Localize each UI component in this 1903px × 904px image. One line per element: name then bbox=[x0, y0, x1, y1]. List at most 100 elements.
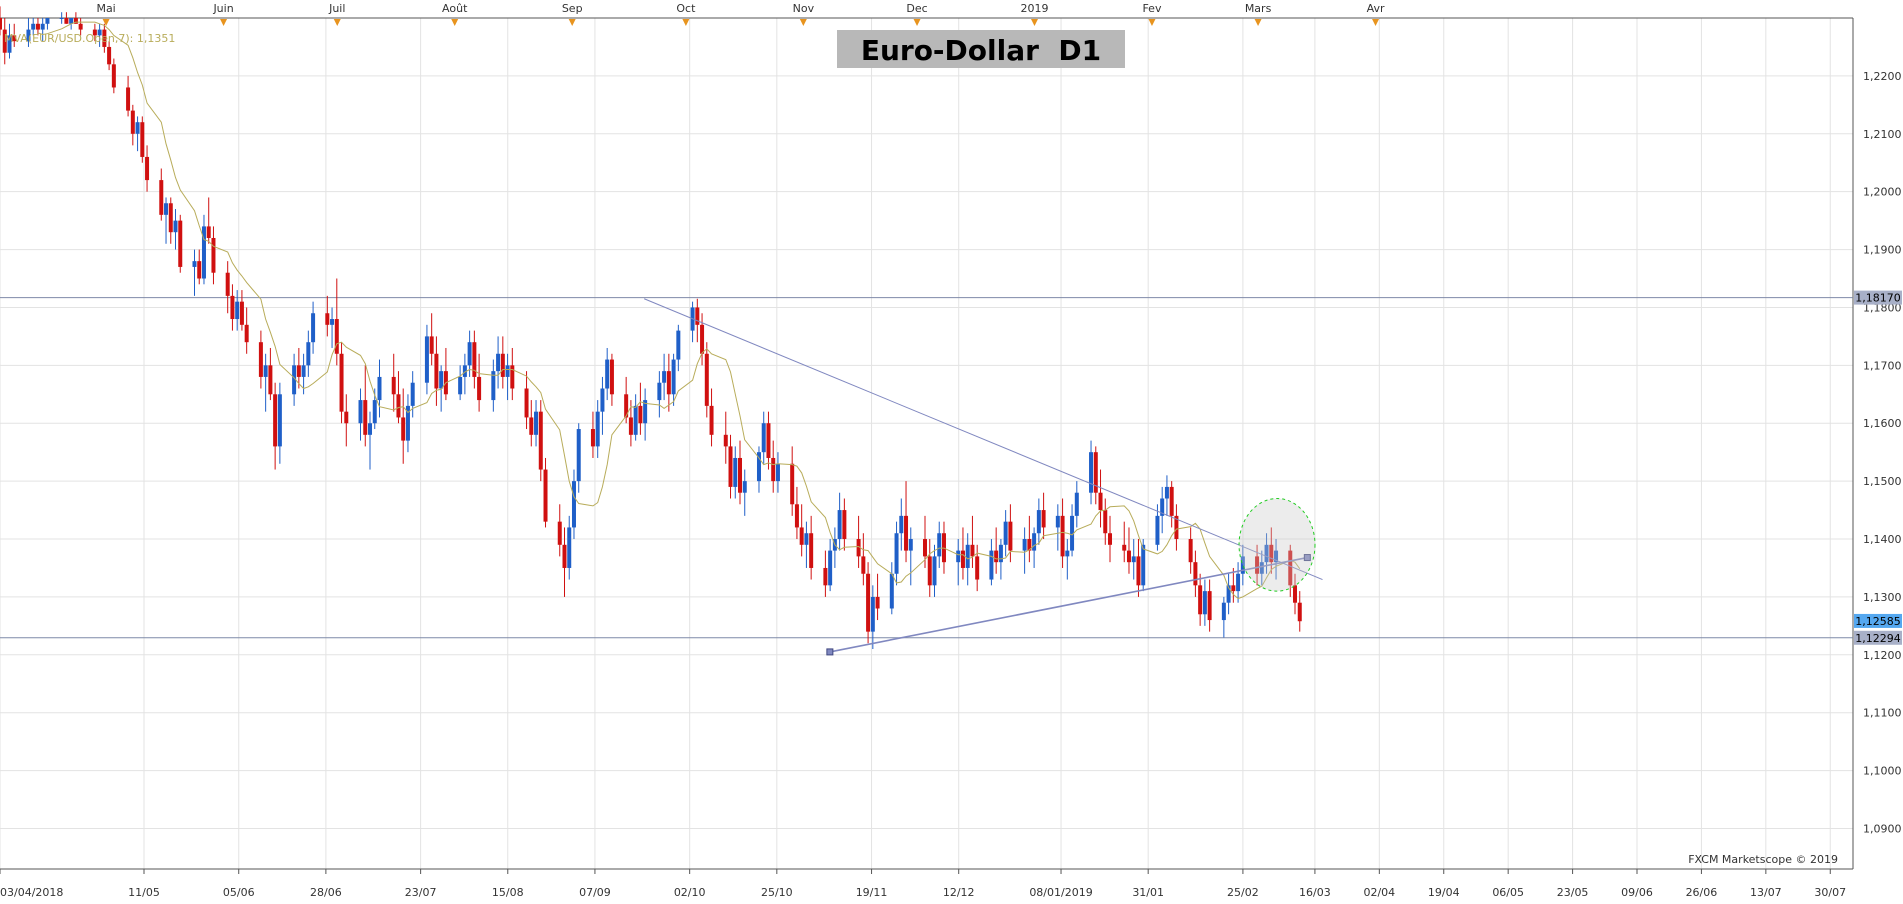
candle-body bbox=[1297, 602, 1302, 622]
candle-body bbox=[823, 567, 828, 586]
candle-body bbox=[728, 446, 733, 487]
candle bbox=[311, 301, 316, 354]
candle-body bbox=[657, 382, 662, 401]
level-price-label: 1,18170 bbox=[1855, 292, 1901, 305]
candle-body bbox=[263, 365, 268, 377]
candle-body bbox=[775, 463, 780, 482]
month-label: Oct bbox=[676, 2, 696, 15]
candle-body bbox=[899, 515, 904, 534]
candle bbox=[477, 353, 482, 412]
candle-body bbox=[994, 550, 999, 563]
x-tick-label: 15/08 bbox=[492, 886, 524, 899]
candle bbox=[704, 342, 709, 418]
candle bbox=[628, 400, 633, 447]
candle bbox=[738, 440, 743, 505]
candle-body bbox=[723, 434, 728, 447]
candle-body bbox=[837, 510, 842, 540]
candle-body bbox=[358, 400, 363, 424]
candle bbox=[960, 527, 965, 580]
candle-body bbox=[534, 411, 539, 435]
candle bbox=[368, 411, 373, 470]
candle-body bbox=[1003, 521, 1008, 545]
candle bbox=[766, 411, 771, 470]
candle bbox=[856, 515, 861, 568]
candle-body bbox=[828, 550, 833, 586]
candle bbox=[126, 75, 131, 117]
candle-body bbox=[496, 353, 501, 372]
candle-body bbox=[595, 411, 600, 447]
levels-layer: 1,18170 1,12294 1,12585 bbox=[0, 290, 1902, 645]
candle bbox=[605, 347, 610, 401]
month-marker bbox=[1030, 19, 1038, 26]
candle bbox=[1060, 498, 1065, 568]
candle-body bbox=[932, 556, 937, 586]
candle bbox=[145, 145, 150, 192]
candle-body bbox=[894, 533, 899, 574]
candle bbox=[462, 353, 467, 395]
x-tick-label: 05/06 bbox=[223, 886, 255, 899]
candle bbox=[1098, 469, 1103, 528]
candle-body bbox=[766, 423, 771, 458]
candle-body bbox=[405, 405, 410, 441]
candle bbox=[1240, 544, 1245, 586]
candle-body bbox=[424, 336, 429, 383]
candle bbox=[728, 434, 733, 499]
candle bbox=[330, 307, 335, 348]
candle-body bbox=[258, 342, 263, 377]
candle-body bbox=[306, 342, 311, 366]
candle-body bbox=[1098, 492, 1103, 511]
candle bbox=[823, 550, 828, 597]
month-marker bbox=[1148, 19, 1156, 26]
candle bbox=[458, 365, 463, 401]
candle-body bbox=[1155, 515, 1160, 545]
candle bbox=[192, 249, 197, 296]
candle-body bbox=[638, 405, 643, 424]
candle-body bbox=[491, 371, 496, 401]
candle bbox=[12, 23, 17, 47]
x-tick-label: 26/06 bbox=[1686, 886, 1718, 899]
candle-body bbox=[666, 371, 671, 395]
candle-body bbox=[794, 504, 799, 528]
candle-body bbox=[467, 342, 472, 366]
candle bbox=[334, 278, 339, 366]
candle bbox=[1236, 562, 1241, 603]
candle bbox=[26, 18, 31, 47]
candle-body bbox=[1074, 492, 1079, 516]
candle bbox=[429, 313, 434, 366]
candle bbox=[571, 469, 576, 540]
candle bbox=[775, 452, 780, 493]
candle-body bbox=[145, 156, 150, 181]
candle bbox=[107, 41, 112, 71]
y-tick-label: 1,1900 bbox=[1863, 244, 1902, 257]
candle bbox=[496, 336, 501, 389]
candle-body bbox=[1193, 562, 1198, 586]
candle bbox=[168, 197, 173, 244]
candle-body bbox=[1269, 544, 1274, 563]
candle-body bbox=[709, 405, 714, 435]
copyright-label: FXCM Marketscope © 2019 bbox=[1688, 853, 1838, 866]
candle-body bbox=[235, 301, 240, 320]
candle-body bbox=[889, 573, 894, 609]
candle-body bbox=[643, 400, 648, 424]
candle-body bbox=[970, 544, 975, 557]
month-marker bbox=[568, 19, 576, 26]
candle bbox=[206, 197, 211, 244]
candle bbox=[970, 515, 975, 568]
candle-body bbox=[1131, 556, 1136, 563]
candle-body bbox=[738, 457, 743, 493]
candle-body bbox=[998, 544, 1003, 563]
candle-body bbox=[130, 110, 135, 134]
candle-body bbox=[790, 463, 795, 505]
candle bbox=[1193, 550, 1198, 597]
candle bbox=[662, 353, 667, 401]
candle-body bbox=[311, 313, 316, 343]
candle-body bbox=[429, 336, 434, 354]
candle bbox=[401, 388, 406, 464]
candle-body bbox=[434, 353, 439, 389]
overlay-layer bbox=[644, 298, 1323, 656]
candle bbox=[908, 527, 913, 586]
candle-body bbox=[1160, 498, 1165, 516]
chart-title: Euro-Dollar D1 bbox=[861, 34, 1101, 67]
candle-body bbox=[1027, 539, 1032, 551]
x-tick-label: 02/10 bbox=[674, 886, 706, 899]
